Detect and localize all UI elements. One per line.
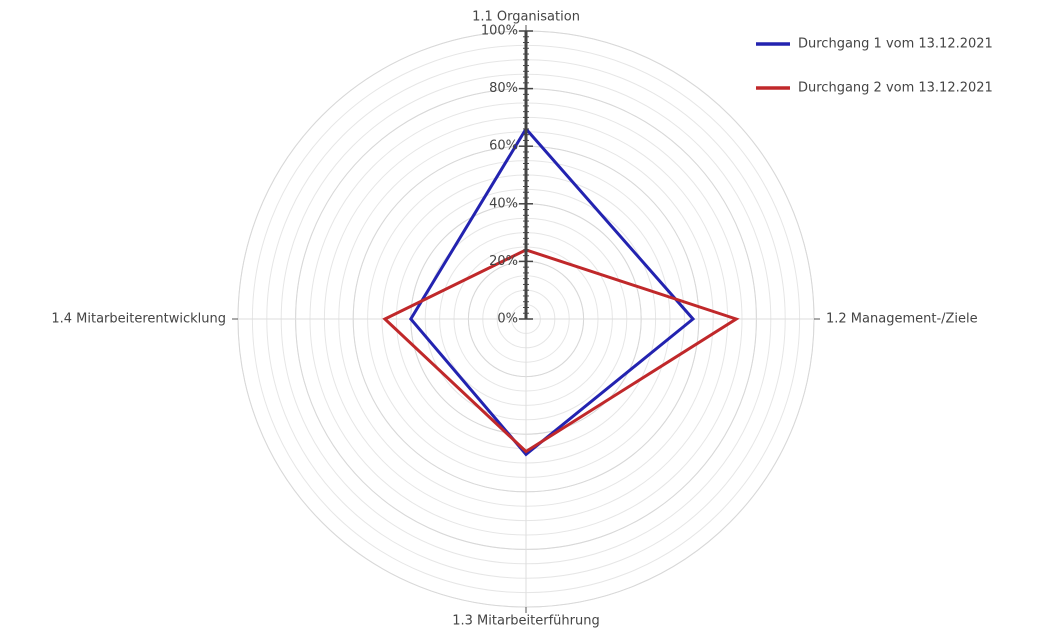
legend-label: Durchgang 2 vom 13.12.2021	[798, 81, 993, 96]
y-tick-label: 20%	[489, 254, 518, 269]
y-tick-label: 60%	[489, 139, 518, 154]
y-tick-label: 100%	[481, 24, 518, 39]
y-tick-label: 0%	[497, 312, 518, 327]
category-label: 1.4 Mitarbeiterentwicklung	[51, 312, 226, 327]
y-tick-label: 40%	[489, 196, 518, 211]
series-line	[408, 126, 696, 457]
y-tick-label: 80%	[489, 81, 518, 96]
series-line	[382, 248, 740, 454]
category-label: 1.3 Mitarbeiterführung	[452, 614, 599, 629]
legend-label: Durchgang 1 vom 13.12.2021	[798, 37, 993, 52]
category-label: 1.2 Management-/Ziele	[826, 312, 978, 327]
category-label: 1.1 Organisation	[472, 10, 580, 25]
